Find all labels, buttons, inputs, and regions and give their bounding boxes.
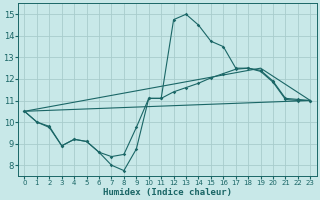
- X-axis label: Humidex (Indice chaleur): Humidex (Indice chaleur): [103, 188, 232, 197]
